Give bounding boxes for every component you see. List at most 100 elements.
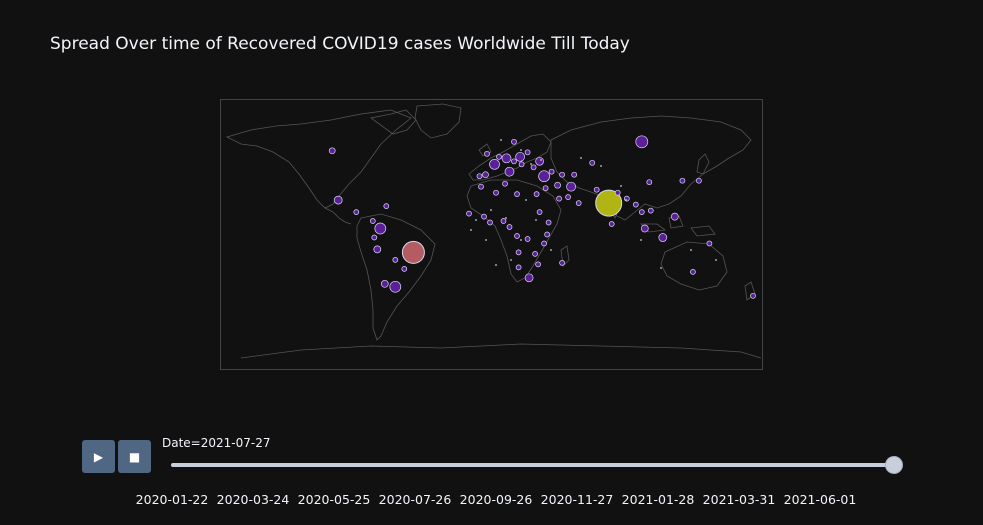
case-marker[interactable]: [571, 171, 578, 178]
case-marker[interactable]: [533, 191, 540, 197]
case-marker[interactable]: [548, 168, 555, 175]
case-marker[interactable]: [632, 201, 639, 208]
minor-location-dot: [475, 219, 477, 221]
case-marker[interactable]: [493, 189, 499, 196]
case-marker[interactable]: [640, 224, 649, 233]
case-marker[interactable]: [679, 177, 686, 184]
case-marker[interactable]: [608, 221, 615, 227]
world-map-svg: [225, 103, 762, 359]
case-marker[interactable]: [484, 150, 490, 157]
stop-icon: ■: [128, 449, 141, 464]
case-marker[interactable]: [595, 189, 623, 217]
case-marker[interactable]: [373, 245, 382, 254]
case-marker[interactable]: [559, 260, 565, 266]
case-marker[interactable]: [401, 266, 408, 272]
case-marker[interactable]: [524, 236, 531, 242]
case-marker[interactable]: [333, 195, 343, 205]
case-marker[interactable]: [514, 191, 520, 197]
case-marker[interactable]: [658, 233, 668, 242]
case-marker[interactable]: [481, 213, 487, 220]
case-marker[interactable]: [380, 279, 389, 288]
date-slider-track[interactable]: [171, 463, 895, 467]
slider-tick-label: 2021-03-31: [702, 492, 776, 507]
case-marker[interactable]: [369, 218, 376, 224]
minor-location-dot: [510, 259, 512, 261]
case-marker[interactable]: [614, 189, 621, 196]
case-marker[interactable]: [518, 161, 525, 168]
case-marker[interactable]: [401, 240, 425, 264]
world-map[interactable]: [220, 99, 763, 370]
case-marker[interactable]: [575, 200, 582, 206]
minor-location-dot: [550, 249, 552, 251]
case-marker[interactable]: [589, 159, 596, 166]
case-marker[interactable]: [500, 218, 507, 224]
case-marker[interactable]: [554, 181, 561, 189]
case-marker[interactable]: [646, 179, 653, 186]
minor-location-dot: [520, 149, 522, 151]
minor-location-dot: [535, 219, 537, 221]
case-marker[interactable]: [635, 135, 649, 149]
case-marker[interactable]: [638, 209, 645, 215]
case-marker[interactable]: [466, 210, 472, 217]
slider-tick-label: 2020-09-26: [459, 492, 533, 507]
case-marker[interactable]: [536, 209, 543, 215]
minor-location-dot: [485, 239, 487, 241]
case-marker[interactable]: [511, 158, 517, 165]
case-marker[interactable]: [556, 195, 562, 202]
case-marker[interactable]: [328, 147, 336, 155]
case-marker[interactable]: [502, 180, 508, 187]
case-marker[interactable]: [565, 194, 571, 200]
case-marker[interactable]: [371, 234, 378, 241]
minor-location-dot: [500, 139, 502, 141]
case-marker[interactable]: [487, 219, 493, 226]
date-slider-handle[interactable]: [885, 456, 903, 474]
case-marker[interactable]: [538, 170, 550, 183]
slider-tick-label: 2021-06-01: [783, 492, 857, 507]
case-marker[interactable]: [690, 269, 696, 275]
case-marker[interactable]: [532, 251, 538, 257]
case-marker[interactable]: [530, 164, 537, 171]
case-marker[interactable]: [515, 151, 525, 162]
slider-current-value: Date=2021-07-27: [162, 436, 271, 450]
case-marker[interactable]: [496, 153, 502, 160]
case-marker[interactable]: [696, 177, 702, 184]
stop-button[interactable]: ■: [118, 440, 151, 473]
minor-location-dot: [495, 264, 497, 266]
case-marker[interactable]: [506, 224, 513, 230]
case-marker[interactable]: [515, 249, 522, 256]
case-marker[interactable]: [544, 231, 550, 238]
case-marker[interactable]: [374, 222, 387, 235]
case-marker[interactable]: [647, 207, 654, 214]
case-marker[interactable]: [545, 219, 552, 226]
case-marker[interactable]: [389, 280, 402, 293]
case-marker[interactable]: [489, 158, 500, 170]
case-marker[interactable]: [566, 181, 576, 192]
case-marker[interactable]: [559, 171, 565, 178]
case-marker[interactable]: [670, 212, 679, 221]
case-marker[interactable]: [514, 233, 520, 239]
minor-location-dot: [490, 209, 492, 211]
play-button[interactable]: ▶: [82, 440, 115, 473]
case-marker[interactable]: [353, 209, 360, 215]
case-marker[interactable]: [511, 138, 517, 145]
case-marker[interactable]: [535, 261, 541, 268]
chart-title: Spread Over time of Recovered COVID19 ca…: [50, 34, 630, 54]
case-marker[interactable]: [392, 257, 399, 263]
case-marker[interactable]: [504, 166, 515, 177]
minor-location-dot: [620, 185, 622, 187]
case-marker[interactable]: [482, 171, 489, 179]
case-marker[interactable]: [524, 149, 531, 156]
case-marker[interactable]: [542, 185, 549, 192]
case-marker[interactable]: [501, 153, 512, 164]
case-marker[interactable]: [750, 292, 756, 299]
case-marker[interactable]: [706, 240, 713, 247]
case-marker[interactable]: [524, 273, 534, 283]
slider-tick-label: 2020-07-26: [378, 492, 452, 507]
case-marker[interactable]: [535, 156, 544, 166]
case-marker[interactable]: [476, 173, 483, 180]
case-marker[interactable]: [541, 240, 547, 247]
case-marker[interactable]: [383, 203, 390, 209]
case-marker[interactable]: [515, 264, 522, 271]
case-marker[interactable]: [478, 183, 484, 190]
case-marker[interactable]: [593, 186, 600, 193]
